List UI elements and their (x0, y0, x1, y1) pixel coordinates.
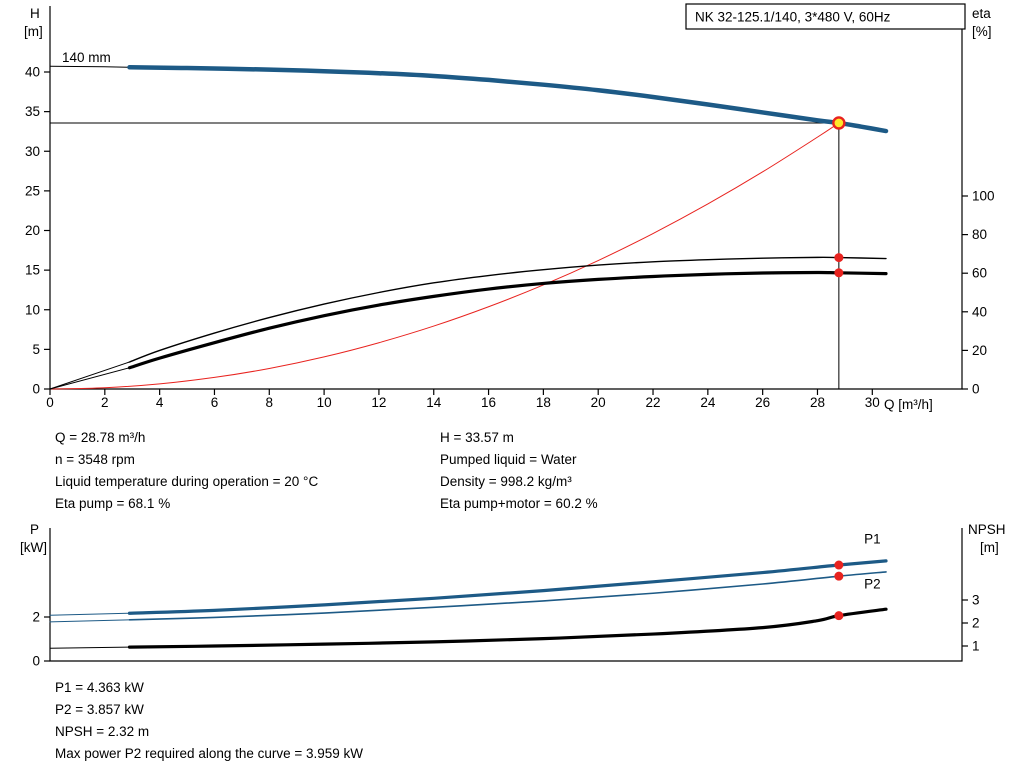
y-tick-label-right: 100 (972, 189, 995, 204)
duty-crosshair (50, 122, 840, 389)
p1-lead-in (49, 612, 130, 616)
eta-pump-motor-curve (127, 270, 888, 370)
p1-curve (127, 559, 888, 615)
x-tick-label: 6 (211, 395, 219, 410)
x-tick-label: 2 (101, 395, 109, 410)
power-ylabel-left-2: [kW] (20, 540, 47, 555)
eta-pump-lead-in (49, 361, 130, 390)
operating-data-left-column: Q = 28.78 m³/h n = 3548 rpm Liquid tempe… (55, 427, 318, 515)
power-npsh-chart: 0 2 1 2 3 P1 P2 P [kW] NPSH [m] (20, 522, 1006, 669)
x-tick-label: 20 (591, 395, 606, 410)
info-line-npsh: NPSH = 2.32 m (55, 724, 150, 739)
pump-title-box (685, 3, 966, 30)
y-tick-label-left: 0 (32, 382, 40, 397)
marker-dot (834, 611, 844, 621)
info-line-eta-pump: Eta pump = 68.1 % (55, 496, 171, 511)
duty-point-marker[interactable] (832, 116, 846, 130)
eta-pump-curve (128, 256, 887, 363)
y-tick-label-right: 0 (972, 382, 980, 397)
duty-parabola (49, 122, 840, 390)
operating-data-right-column: H = 33.57 m Pumped liquid = Water Densit… (440, 427, 598, 515)
p2-lead-in (49, 619, 130, 623)
power-plot-generated: 0 2 1 2 3 P1 P2 (32, 528, 980, 669)
info-line-p1: P1 = 4.363 kW (55, 680, 144, 695)
info-line-p2: P2 = 3.857 kW (55, 702, 144, 717)
x-tick-label: 8 (266, 395, 274, 410)
hq-xlabel: Q [m³/h] (884, 397, 933, 412)
info-line-pumped-liquid: Pumped liquid = Water (440, 452, 577, 467)
curve-label-p2: P2 (864, 576, 881, 591)
pump-curve-lead-in (49, 65, 130, 68)
result-data-column: P1 = 4.363 kW P2 = 3.857 kW NPSH = 2.32 … (55, 677, 363, 765)
hq-ylabel-left-1: H (30, 6, 40, 21)
marker-dot (834, 571, 844, 581)
x-tick-label: 30 (865, 395, 880, 410)
hq-ylabel-right-2: [%] (972, 24, 992, 39)
y-tick-label-left: 15 (25, 263, 40, 278)
y-tick-label-left: 0 (32, 654, 40, 669)
info-line-h: H = 33.57 m (440, 430, 514, 445)
curve-label-p1: P1 (864, 531, 881, 546)
y-tick-label-left: 2 (32, 610, 40, 625)
x-tick-label: 16 (481, 395, 496, 410)
x-tick-label: 24 (700, 395, 716, 410)
y-tick-label-right: 60 (972, 266, 987, 281)
y-tick-label-right: 20 (972, 343, 987, 358)
x-tick-label: 22 (646, 395, 661, 410)
info-line-q: Q = 28.78 m³/h (55, 430, 146, 445)
x-tick-label: 10 (317, 395, 332, 410)
info-line-eta-pump-motor: Eta pump+motor = 60.2 % (440, 496, 598, 511)
x-tick-label: 12 (371, 395, 386, 410)
pump-curve-140mm (127, 65, 889, 134)
npsh-curve (127, 607, 888, 649)
marker-dot (834, 268, 844, 278)
x-tick-label: 14 (426, 395, 442, 410)
marker-dot (834, 253, 844, 263)
power-ylabel-right-1: NPSH (968, 522, 1006, 537)
info-line-density: Density = 998.2 kg/m³ (440, 474, 572, 489)
x-tick-label: 0 (46, 395, 54, 410)
info-line-max-power: Max power P2 required along the curve = … (55, 746, 364, 761)
p2-curve (128, 571, 887, 621)
y-tick-label-left: 5 (32, 342, 40, 357)
y-tick-label-left: 25 (25, 183, 40, 198)
y-tick-label-left: 10 (25, 302, 40, 317)
pump-title: NK 32-125.1/140, 3*480 V, 60Hz (695, 10, 891, 25)
y-tick-label-left: 20 (25, 223, 40, 238)
impeller-size-label: 140 mm (62, 50, 111, 65)
power-ylabel-left-1: P (30, 522, 39, 537)
y-tick-label-right: 2 (972, 616, 980, 631)
power-ylabel-right-2: [m] (980, 540, 999, 555)
y-tick-label-right: 3 (972, 593, 980, 608)
y-tick-label-left: 40 (25, 65, 40, 80)
y-tick-label-right: 80 (972, 227, 987, 242)
x-tick-label: 28 (810, 395, 825, 410)
axes-frame (49, 528, 963, 662)
x-tick-label: 26 (755, 395, 770, 410)
y-tick-label-left: 35 (25, 104, 40, 119)
npsh-lead-in (49, 646, 130, 649)
x-tick-label: 4 (156, 395, 164, 410)
y-tick-label-right: 40 (972, 304, 987, 319)
hq-ylabel-right-1: eta (972, 6, 991, 21)
info-line-liquid-temp: Liquid temperature during operation = 20… (55, 474, 319, 489)
y-tick-label-right: 1 (972, 639, 980, 654)
axes-frame (49, 6, 963, 390)
x-tick-label: 18 (536, 395, 551, 410)
eta-pump-motor-lead-in (49, 367, 130, 390)
y-tick-label-left: 30 (25, 144, 40, 159)
info-line-n: n = 3548 rpm (55, 452, 135, 467)
marker-dot (834, 560, 844, 570)
hq-ylabel-left-2: [m] (24, 24, 43, 39)
